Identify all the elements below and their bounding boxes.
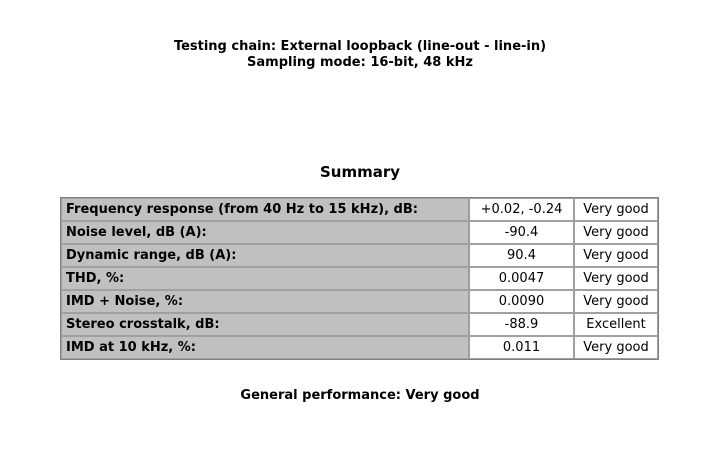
table-row: IMD + Noise, %: 0.0090 Very good xyxy=(61,290,658,313)
metric-rating: Very good xyxy=(574,221,658,244)
summary-title: Summary xyxy=(319,163,401,181)
table-row: Frequency response (from 40 Hz to 15 kHz… xyxy=(61,198,658,221)
metric-value: 0.011 xyxy=(469,336,574,359)
metric-value: -90.4 xyxy=(469,221,574,244)
table-row: Noise level, dB (A): -90.4 Very good xyxy=(61,221,658,244)
table-row: Dynamic range, dB (A): 90.4 Very good xyxy=(61,244,658,267)
metric-rating: Very good xyxy=(574,244,658,267)
metric-rating: Very good xyxy=(574,198,658,221)
metric-value: 0.0090 xyxy=(469,290,574,313)
metric-rating: Excellent xyxy=(574,313,658,336)
metric-value: -88.9 xyxy=(469,313,574,336)
metric-rating: Very good xyxy=(574,267,658,290)
table-row: IMD at 10 kHz, %: 0.011 Very good xyxy=(61,336,658,359)
footer: General performance: Very good xyxy=(240,388,480,403)
header-line: Testing chain: External loopback (line-o… xyxy=(173,39,547,54)
table-row: Stereo crosstalk, dB: -88.9 Excellent xyxy=(61,313,658,336)
metric-label: Stereo crosstalk, dB: xyxy=(61,313,469,336)
metric-value: +0.02, -0.24 xyxy=(469,198,574,221)
header-line: Sampling mode: 16-bit, 48 kHz xyxy=(247,55,473,70)
metric-rating: Very good xyxy=(574,290,658,313)
metric-label: THD, %: xyxy=(61,267,469,290)
metric-rating: Very good xyxy=(574,336,658,359)
summary-table: Frequency response (from 40 Hz to 15 kHz… xyxy=(60,197,659,360)
metric-label: IMD + Noise, %: xyxy=(61,290,469,313)
metric-label: Noise level, dB (A): xyxy=(61,221,469,244)
metric-value: 90.4 xyxy=(469,244,574,267)
metric-value: 0.0047 xyxy=(469,267,574,290)
table-row: THD, %: 0.0047 Very good xyxy=(61,267,658,290)
metric-label: IMD at 10 kHz, %: xyxy=(61,336,469,359)
metric-label: Frequency response (from 40 Hz to 15 kHz… xyxy=(61,198,469,221)
metric-label: Dynamic range, dB (A): xyxy=(61,244,469,267)
